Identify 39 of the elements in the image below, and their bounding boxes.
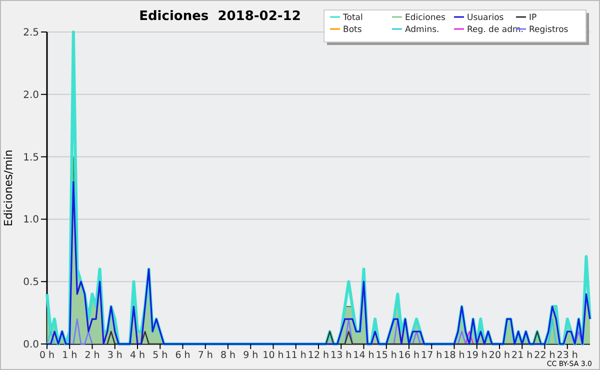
y-axis-title: Ediciones/min — [2, 150, 15, 226]
x-tick-label: 6 h — [175, 350, 190, 361]
x-tick-label: 19 h — [466, 350, 488, 361]
x-tick-label: 17 h — [421, 350, 442, 361]
legend-label: IP — [529, 13, 537, 23]
x-tick-label: 5 h — [152, 350, 168, 361]
x-tick-label: 8 h — [220, 350, 236, 361]
x-tick-label: 21 h — [512, 350, 533, 361]
x-tick-label: 16 h — [398, 350, 420, 361]
y-tick-label: 1.0 — [23, 214, 39, 226]
y-tick-label: 0.5 — [23, 277, 39, 288]
legend-label: Total — [342, 13, 363, 23]
x-tick-label: 2 h — [84, 350, 100, 361]
x-tick-label: 11 h — [285, 350, 306, 361]
legend-label: Ediciones — [405, 13, 446, 23]
x-tick-label: 23 h — [556, 350, 578, 361]
x-tick-label: 3 h — [107, 350, 122, 361]
x-tick-label: 14 h — [353, 350, 374, 361]
x-tick-label: 18 h — [444, 350, 465, 361]
x-tick-label: 0 h — [39, 350, 55, 361]
x-tick-label: 9 h — [243, 350, 258, 361]
x-tick-label: 20 h — [488, 350, 510, 361]
x-tick-label: 13 h — [330, 350, 352, 361]
legend-label: Usuarios — [467, 13, 504, 23]
x-tick-label: 4 h — [130, 350, 146, 361]
y-tick-label: 1.5 — [23, 152, 39, 164]
chart-title: Ediciones 2018-02-12 — [139, 9, 301, 24]
legend-label: Bots — [343, 25, 362, 35]
x-tick-label: 22 h — [534, 350, 556, 361]
y-tick-label: 2.5 — [23, 28, 39, 38]
x-tick-label: 15 h — [376, 350, 397, 361]
x-tick-label: 7 h — [198, 350, 213, 361]
y-tick-label: 0.0 — [23, 340, 39, 350]
legend-label: Registros — [529, 25, 569, 35]
x-tick-label: 10 h — [262, 350, 284, 361]
legend-label: Admins. — [405, 25, 440, 35]
y-tick-label: 2.0 — [23, 90, 39, 101]
x-tick-label: 12 h — [308, 350, 330, 361]
x-tick-label: 1 h — [62, 350, 78, 361]
